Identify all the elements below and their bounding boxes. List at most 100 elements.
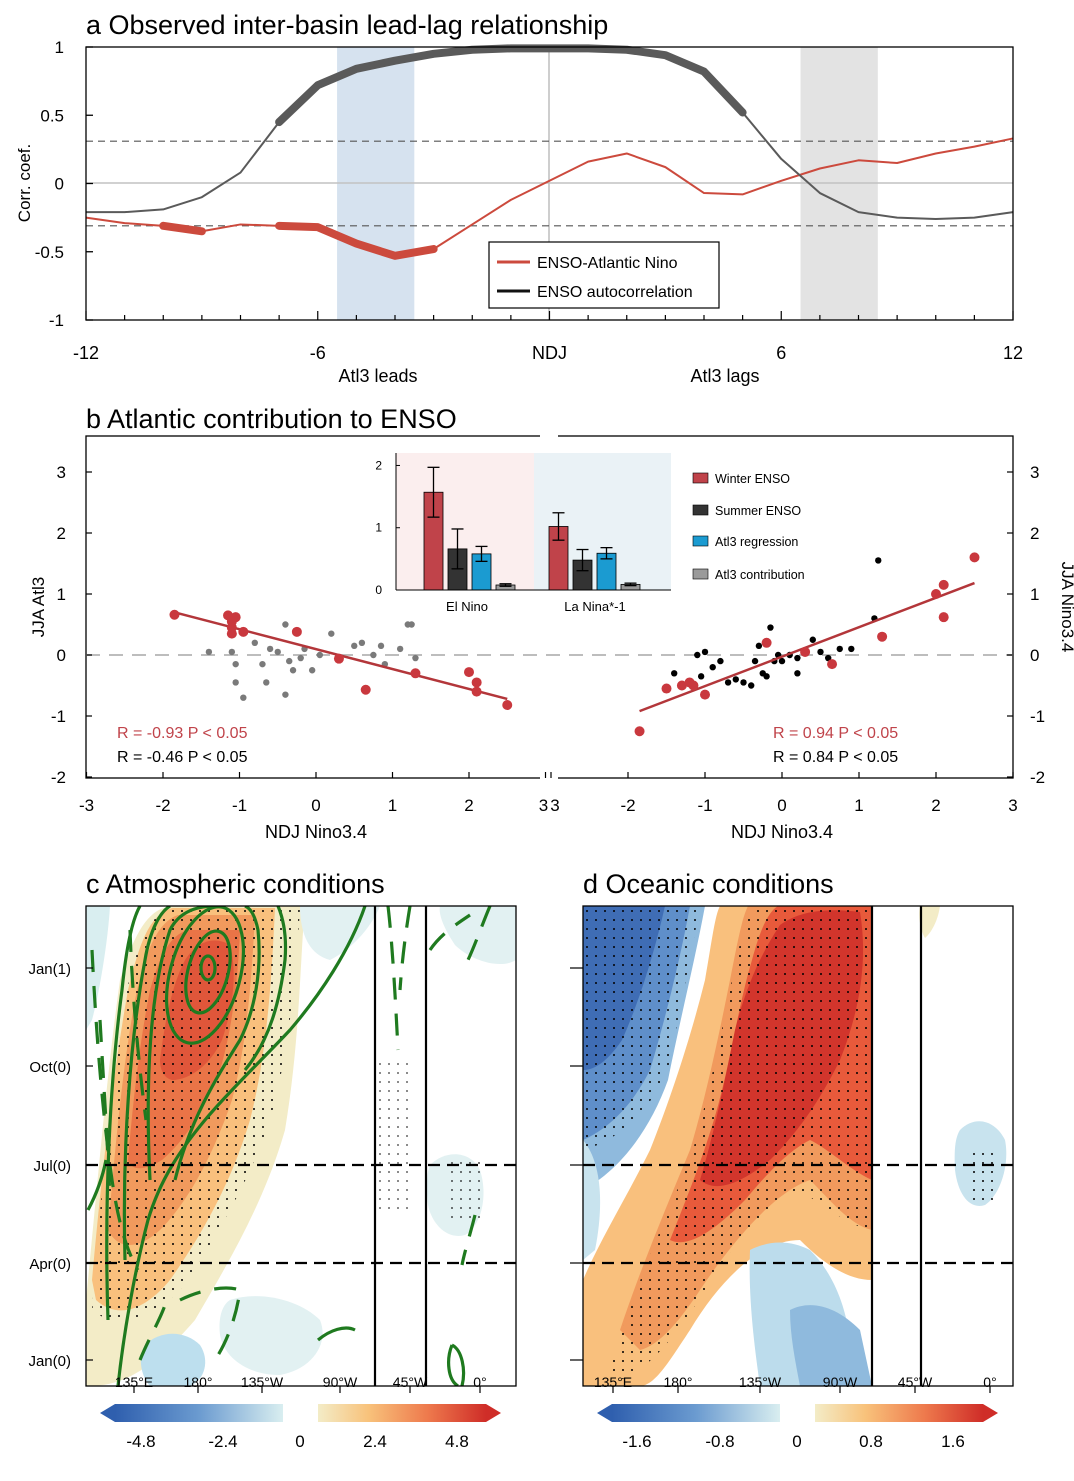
y-tick-label: 0 [55, 175, 64, 194]
colorbar-label: 0 [792, 1432, 801, 1451]
panel-c: c Atmospheric conditions [28, 869, 517, 1451]
scatter-point-grey [266, 645, 274, 653]
x-tick-label: -6 [310, 343, 326, 363]
x-tick-label-right: -1 [697, 796, 712, 815]
lon-tick-label: 0° [983, 1374, 996, 1390]
legend-box [488, 241, 720, 309]
inset-legend-swatch-contribution [692, 568, 709, 580]
scatter-point-black [717, 657, 724, 665]
x-tick-label-left: -3 [79, 796, 94, 815]
colorbar-label: 0 [295, 1432, 304, 1451]
scatter-point-grey [286, 657, 293, 665]
x-tick-label-right: 1 [854, 796, 863, 815]
scatter-point-red [230, 612, 241, 623]
scatter-point-red [800, 646, 811, 657]
scatter-point-red [877, 631, 888, 642]
scatter-point-red [333, 653, 344, 664]
x-tick-label-right: -2 [620, 796, 635, 815]
inset-group-la-nina: La Nina*-1 [564, 599, 625, 614]
significance-stipple-west [583, 906, 700, 1150]
anomaly-blue-bottom [140, 1333, 206, 1386]
scatter-point-grey [263, 679, 270, 686]
y-tick-label-left: -1 [51, 707, 66, 726]
scatter-point-black [836, 645, 843, 653]
stat-left-black: R = -0.46 P < 0.05 [117, 749, 248, 766]
frame-gap-top [540, 430, 558, 442]
inset-legend: Winter ENSO Summer ENSO Atl3 regression … [692, 472, 805, 582]
anomaly-cyan-topright [439, 906, 516, 965]
c-y-tick-label: Apr(0) [29, 1256, 71, 1273]
scatter-point-grey [289, 667, 297, 674]
scatter-point-red [938, 579, 949, 590]
x-tick-label: NDJ [532, 343, 567, 363]
wind-contours-negative [90, 906, 492, 1361]
scatter-point-grey [282, 621, 289, 628]
colorbar-label: -4.8 [126, 1432, 155, 1451]
significance-stipple-atlantic-d [968, 1150, 1000, 1200]
scatter-point-grey [251, 639, 258, 646]
panel-b-right-ylabel: JJA Nino3.4 [1058, 562, 1074, 653]
stat-left-red: R = -0.93 P < 0.05 [117, 725, 248, 742]
scatter-point-red [410, 668, 421, 679]
lon-tick-label: 90°W [823, 1374, 858, 1390]
y-tick-label-right: -1 [1030, 707, 1045, 726]
scatter-point-black [709, 664, 716, 671]
scatter-point-red [291, 626, 302, 637]
inset-legend-swatch-summer [692, 504, 709, 516]
scatter-point-red [502, 700, 513, 711]
y-tick-label-right: 2 [1030, 524, 1039, 543]
y-tick-label: 1 [55, 38, 64, 57]
scatter-point-grey [351, 642, 358, 650]
significant-segment [275, 44, 747, 127]
colorbar-c-blue [115, 1404, 283, 1422]
scatter-point-red [471, 677, 482, 688]
inset-bar-chart: 2 1 0 El Nino La Nina*-1 Winter ENSO Summe… [375, 453, 805, 614]
scatter-point-black [825, 654, 832, 662]
c-y-tick-label: Jan(0) [28, 1353, 71, 1370]
y-tick-label-right: -2 [1030, 768, 1045, 787]
x-tick-label-left: -2 [155, 796, 170, 815]
colorbar-label: 0.8 [859, 1432, 883, 1451]
significance-stipple-east [445, 1160, 483, 1220]
scatter-point-black [671, 670, 678, 677]
colorbar-label: 4.8 [445, 1432, 469, 1451]
scatter-point-grey [370, 651, 377, 659]
scatter-point-grey [282, 691, 289, 698]
colorbar-c-red [318, 1404, 486, 1422]
atl3-lags-label: Atl3 lags [690, 366, 759, 386]
lon-tick-label: 135°E [594, 1374, 632, 1390]
lon-tick-label: 135°E [115, 1374, 153, 1390]
anomaly-cyan-topleft [86, 906, 110, 1030]
panel-d-title: d Oceanic conditions [583, 869, 834, 899]
y-tick-label: -1 [49, 311, 64, 330]
inset-legend-swatch-winter [692, 472, 709, 484]
lon-tick-label: 180° [184, 1374, 213, 1390]
x-tick-label-right: 0 [777, 796, 786, 815]
y-tick-label: -0.5 [35, 243, 64, 262]
scatter-point-black [817, 648, 824, 656]
colorbar-c-arrow-right [486, 1404, 501, 1422]
inset-legend-contribution: Atl3 contribution [715, 568, 805, 582]
panel-b: b Atlantic contribution to ENSO 3 2 1 0 -1 -2… [29, 404, 1074, 842]
y-tick-label-right: 3 [1030, 463, 1039, 482]
x-tick-label-left: 2 [464, 796, 473, 815]
scatter-point-red [360, 684, 371, 695]
colorbar-d-blue [612, 1404, 780, 1422]
frame-gap-bottom [540, 772, 558, 784]
scatter-point-black [767, 624, 774, 631]
scatter-point-red [238, 626, 249, 637]
scatter-point-grey [328, 630, 335, 637]
c-y-tick-label: Jul(0) [33, 1158, 71, 1175]
y-tick-label-left: 2 [57, 524, 66, 543]
inset-y-tick-label: 2 [375, 458, 382, 472]
scatter-point-red [634, 726, 645, 737]
stat-right-black: R = 0.84 P < 0.05 [773, 749, 898, 766]
scatter-point-black [848, 645, 855, 653]
x-tick-label: 6 [776, 343, 786, 363]
inset-legend-winter: Winter ENSO [715, 472, 790, 486]
scatter-point-black [794, 654, 801, 662]
scatter-point-grey [308, 667, 316, 674]
stat-right-red: R = 0.94 P < 0.05 [773, 725, 898, 742]
colorbar-d-arrow-right [983, 1404, 998, 1422]
scatter-point-grey [240, 694, 247, 701]
